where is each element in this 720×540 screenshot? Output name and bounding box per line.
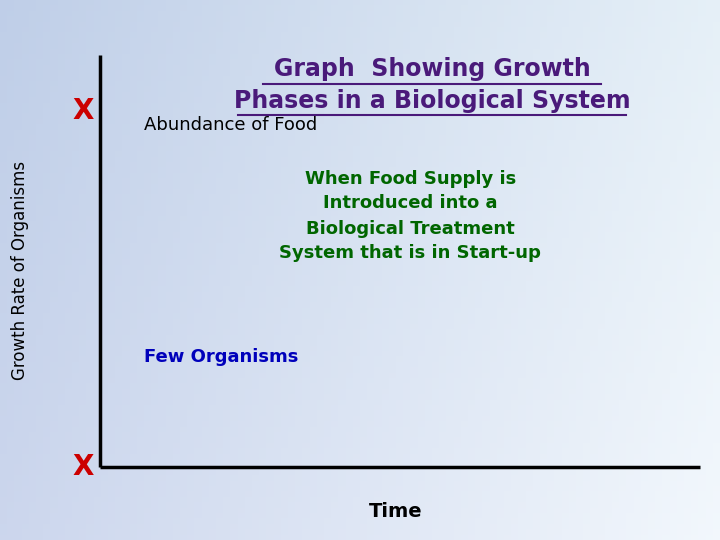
- Text: X: X: [72, 97, 94, 125]
- Text: When Food Supply is
Introduced into a
Biological Treatment
System that is in Sta: When Food Supply is Introduced into a Bi…: [279, 170, 541, 262]
- Text: Graph  Showing Growth: Graph Showing Growth: [274, 57, 590, 80]
- Text: Phases in a Biological System: Phases in a Biological System: [234, 89, 630, 113]
- Text: Abundance of Food: Abundance of Food: [144, 116, 318, 134]
- Text: Time: Time: [369, 502, 423, 521]
- Text: Growth Rate of Organisms: Growth Rate of Organisms: [11, 160, 30, 380]
- Text: X: X: [72, 453, 94, 481]
- Text: Few Organisms: Few Organisms: [144, 348, 298, 366]
